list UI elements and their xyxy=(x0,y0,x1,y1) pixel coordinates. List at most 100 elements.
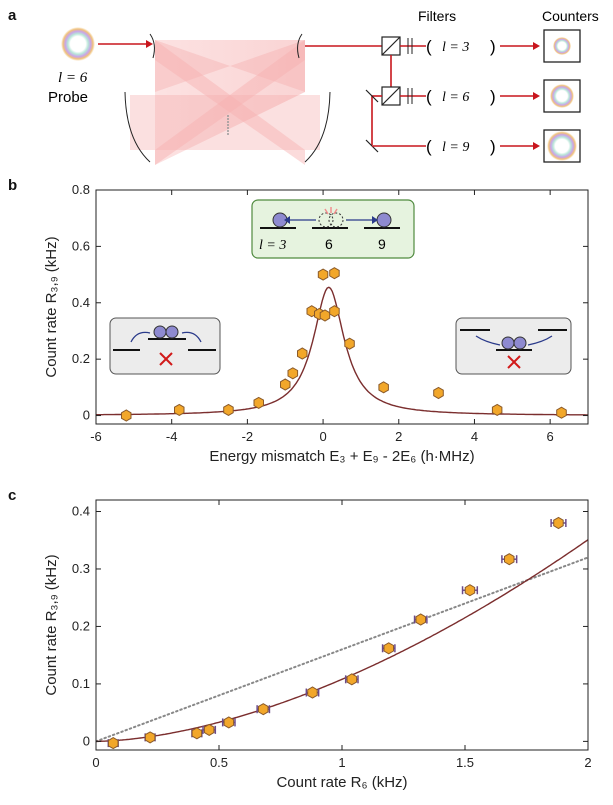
data-point xyxy=(280,378,291,391)
plot-area-c xyxy=(96,516,588,750)
beam-splitter-1 xyxy=(381,36,401,56)
panel-c-chart: c 0 0.5 1 1.5 2 0 0.1 0.2 0.3 0.4 Count rate R₆ (k… xyxy=(8,487,592,791)
data-point xyxy=(203,723,215,736)
panel-a-setup: a l = 6 Probe xyxy=(8,7,599,165)
data-point xyxy=(553,516,564,530)
atom-icon xyxy=(165,325,179,339)
data-point xyxy=(191,727,203,740)
data-point xyxy=(174,403,185,416)
cross-icon xyxy=(507,355,521,369)
arrow-left-icon xyxy=(475,335,501,346)
data-point xyxy=(329,267,340,280)
data-point xyxy=(344,337,355,350)
plot-area-b xyxy=(96,267,588,422)
fold-mirror-1 xyxy=(365,89,379,103)
collision-burst-icon xyxy=(324,207,338,215)
panel-b-chart: b -6 -4 -2 0 2 4 6 0 0.2 0.4 0.6 0.8 Energy mismatch… xyxy=(8,177,589,465)
atom-ghost-icon xyxy=(328,212,344,228)
svg-text:): ) xyxy=(490,137,496,156)
y-tick-label: 0 xyxy=(83,733,90,748)
svg-text:(: ( xyxy=(426,37,432,56)
plot-contents xyxy=(96,267,588,422)
fit-curve xyxy=(96,539,588,743)
y-tick-label: 0.4 xyxy=(72,503,90,518)
x-tick-label: -6 xyxy=(90,429,102,444)
panel-letter-b: b xyxy=(8,177,17,194)
probe-arrow-icon xyxy=(146,40,153,48)
data-point xyxy=(378,381,389,394)
filter-row-3: ( l = 9 ) xyxy=(372,137,540,156)
filters-title: Filters xyxy=(418,8,456,24)
filter-row-1: ( l = 3 ) xyxy=(400,37,540,56)
x-tick-label: 0.5 xyxy=(210,755,228,770)
data-point xyxy=(317,268,329,281)
plot-frame xyxy=(95,499,589,751)
y-tick-label: 0.2 xyxy=(72,351,90,366)
cavity-light xyxy=(130,40,320,165)
x-tick-label: 1 xyxy=(338,755,345,770)
svg-text:(: ( xyxy=(426,137,432,156)
probe-mode-icon xyxy=(61,27,95,61)
plot-frame xyxy=(95,189,589,425)
y-tick-label: 0.2 xyxy=(72,618,90,633)
counter-l9 xyxy=(543,129,581,163)
data-point xyxy=(415,613,426,626)
x-tick-label: 0 xyxy=(319,429,326,444)
data-point xyxy=(253,396,264,409)
data-point xyxy=(504,553,515,566)
data-point xyxy=(223,716,235,729)
probe-label: Probe xyxy=(48,89,88,106)
x-tick-label: -2 xyxy=(242,429,254,444)
counter-l3 xyxy=(543,29,581,63)
y-tick-label: 0.8 xyxy=(72,182,90,197)
svg-text:(: ( xyxy=(426,87,432,106)
svg-text:): ) xyxy=(490,87,496,106)
y-tick-label: 0.3 xyxy=(72,561,90,576)
data-point xyxy=(223,403,234,416)
linear-reference-line xyxy=(96,556,588,743)
data-point xyxy=(556,406,567,419)
filter-label: l = 6 xyxy=(442,90,469,105)
data-point xyxy=(383,642,394,655)
y-tick-label: 0.4 xyxy=(72,295,90,310)
inset-label: 9 xyxy=(378,236,386,252)
probe-l-label: l = 6 xyxy=(58,70,88,86)
x-tick-label: 2 xyxy=(395,429,402,444)
data-point xyxy=(258,703,269,716)
inset-label: 6 xyxy=(325,236,333,252)
curved-mirror-left xyxy=(124,91,151,163)
counter-l6 xyxy=(543,79,581,113)
x-axis-label: Count rate R₆ (kHz) xyxy=(276,774,407,791)
counters-title: Counters xyxy=(542,8,599,24)
arrow-right-icon xyxy=(181,331,202,343)
curved-mirror-right xyxy=(304,91,331,163)
axes-c: 0 0.5 1 1.5 2 0 0.1 0.2 0.3 0.4 Count rate R₆ (kHz… xyxy=(43,499,592,791)
inset-resonant: l = 3 6 9 xyxy=(251,199,415,259)
output-mirror xyxy=(297,33,303,59)
input-mirror xyxy=(149,33,155,59)
inset-label: l = 3 xyxy=(259,238,286,253)
data-point xyxy=(144,731,156,744)
arrow-right-icon xyxy=(527,335,553,346)
axes-b: -6 -4 -2 0 2 4 6 0 0.2 0.4 0.6 0.8 Energy mismatch E… xyxy=(43,182,589,465)
data-point xyxy=(121,409,132,422)
x-tick-label: 0 xyxy=(92,755,99,770)
filter-label: l = 9 xyxy=(442,140,469,155)
x-axis-label: Energy mismatch E₃ + E₉ - 2E₆ (h·MHz) xyxy=(209,448,474,465)
atom-icon xyxy=(501,336,515,350)
panel-letter-c: c xyxy=(8,487,16,504)
data-point xyxy=(319,309,331,322)
data-point xyxy=(329,305,340,318)
data-point xyxy=(491,403,503,416)
arrow-icon xyxy=(533,142,540,150)
inset-detuned-right xyxy=(455,317,572,375)
arrow-icon xyxy=(533,42,540,50)
beam-splitter-2 xyxy=(381,86,401,106)
x-tick-label: 6 xyxy=(547,429,554,444)
arrow-left-icon xyxy=(130,331,151,343)
y-tick-label: 0.1 xyxy=(72,676,90,691)
atom-ghost-icon xyxy=(318,212,334,228)
x-tick-label: 2 xyxy=(584,755,591,770)
data-point xyxy=(433,386,444,400)
